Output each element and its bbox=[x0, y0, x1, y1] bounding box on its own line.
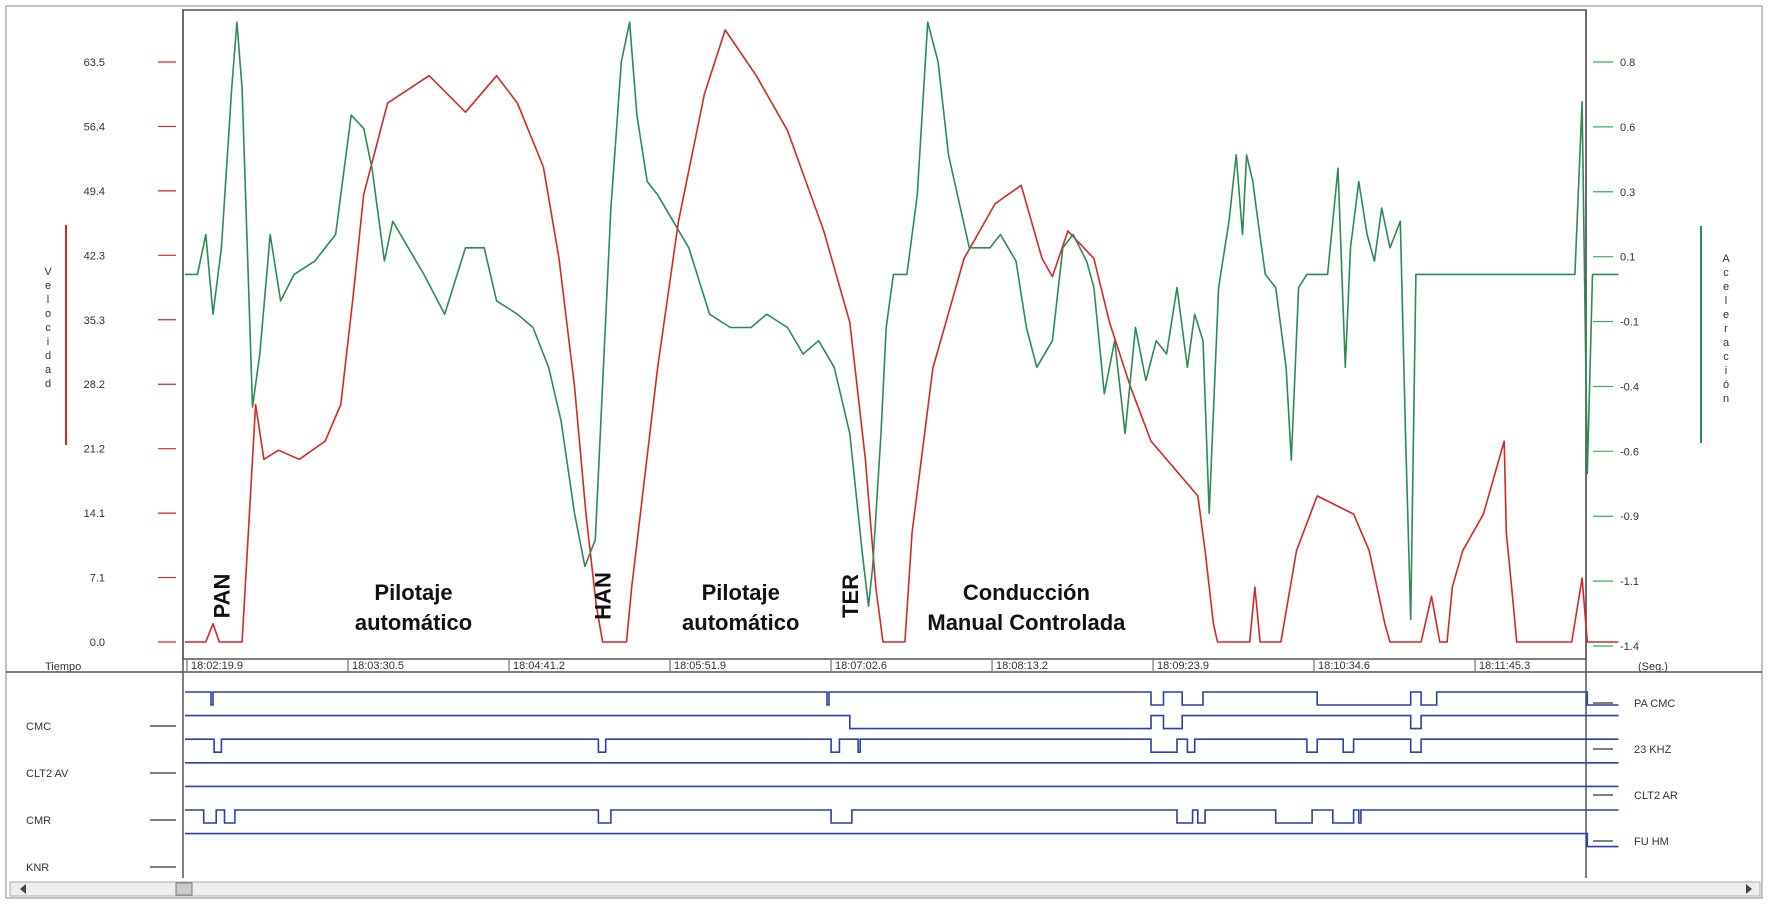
left-tick-label: 35.3 bbox=[84, 315, 105, 327]
phase-label: Conducción bbox=[963, 580, 1090, 605]
time-tick-label: 18:03:30.5 bbox=[352, 660, 404, 672]
phase-label: Pilotaje bbox=[702, 580, 780, 605]
phase-marker: TER bbox=[838, 574, 863, 618]
annotations: PAN Pilotaje automático HAN Pilotaje automáti… bbox=[209, 572, 1126, 635]
phase-marker: HAN bbox=[591, 572, 616, 620]
left-tick-label: 56.4 bbox=[84, 121, 105, 133]
signal-left-label: KNR bbox=[26, 862, 49, 874]
time-tick-label: 18:07:02.6 bbox=[835, 660, 887, 672]
signal-trace bbox=[185, 691, 1619, 706]
time-tick-label: 18:11:45.3 bbox=[1479, 660, 1530, 672]
left-tick-label: 28.2 bbox=[84, 379, 105, 391]
left-axis-letter: d bbox=[45, 378, 51, 390]
right-axis-letter: a bbox=[1723, 337, 1730, 349]
signal-traces bbox=[185, 691, 1619, 848]
left-tick-label: 49.4 bbox=[84, 186, 105, 198]
x-axis-unit: (Seg.) bbox=[1638, 661, 1668, 673]
left-axis-letter: d bbox=[45, 350, 51, 362]
right-axis-letter: ó bbox=[1723, 379, 1729, 391]
time-tick-label: 18:08:13.2 bbox=[996, 660, 1048, 672]
left-tick-label: 42.3 bbox=[84, 250, 105, 262]
signal-left-label: CMC bbox=[26, 721, 51, 733]
signal-trace bbox=[185, 714, 1619, 730]
phase-marker: PAN bbox=[209, 574, 234, 619]
time-tick-label: 18:09:23.9 bbox=[1157, 660, 1209, 672]
right-axis-letter: l bbox=[1725, 295, 1727, 307]
time-tick-label: 18:10:34.6 bbox=[1318, 660, 1370, 672]
left-axis-letter: V bbox=[44, 266, 52, 278]
left-tick-label: 0.0 bbox=[90, 637, 105, 649]
right-tick-label: 0.6 bbox=[1620, 122, 1635, 134]
left-tick-label: 7.1 bbox=[90, 573, 105, 585]
outer-frame bbox=[5, 5, 1763, 899]
left-tick-label: 21.2 bbox=[84, 444, 105, 456]
left-axis-letter: o bbox=[45, 308, 51, 320]
right-tick-label: 0.1 bbox=[1620, 252, 1635, 264]
left-axis-letter: a bbox=[45, 364, 52, 376]
signal-trace bbox=[185, 809, 1619, 824]
right-axis-letter: n bbox=[1723, 393, 1729, 405]
signal-right-label: CLT2 AR bbox=[1634, 790, 1678, 802]
plot-area bbox=[182, 9, 1587, 660]
scroll-thumb[interactable] bbox=[175, 882, 193, 896]
left-axis: 63.5 56.4 49.4 42.3 35.3 28.2 21.2 14.1 7.1 0.0 bbox=[84, 57, 176, 649]
right-axis-letter: e bbox=[1723, 281, 1729, 293]
time-tick-label: 18:02:19.9 bbox=[191, 660, 243, 672]
velocity-line bbox=[185, 29, 1619, 643]
right-axis: 0.8 0.6 0.3 0.1 -0.1 -0.4 -0.6 -0.9 -1.1 -1.4 bbox=[1593, 57, 1639, 653]
left-axis-letter: c bbox=[45, 322, 51, 334]
left-axis-letter: e bbox=[45, 280, 51, 292]
signal-right-label: 23 KHZ bbox=[1634, 744, 1672, 756]
right-tick-label: -1.1 bbox=[1620, 576, 1639, 588]
signal-trace bbox=[185, 738, 1619, 754]
right-tick-label: -0.6 bbox=[1620, 446, 1639, 458]
phase-label: Pilotaje bbox=[374, 580, 452, 605]
time-ticks: 18:02:19.9 18:03:30.5 18:04:41.2 18:05:51.9… bbox=[186, 660, 1530, 672]
right-axis-letter: e bbox=[1723, 309, 1729, 321]
right-axis-letter: A bbox=[1722, 253, 1730, 265]
right-axis-letter: r bbox=[1724, 323, 1728, 335]
signal-left-label: CLT2 AV bbox=[26, 768, 69, 780]
x-axis-label: Tiempo bbox=[45, 661, 81, 673]
acceleration-line bbox=[185, 21, 1619, 621]
right-axis-letter: c bbox=[1723, 351, 1729, 363]
signal-right-label: PA CMC bbox=[1634, 698, 1675, 710]
right-tick-label: -1.4 bbox=[1620, 641, 1639, 653]
right-tick-label: 0.3 bbox=[1620, 187, 1635, 199]
signal-labels: CMC CLT2 AV CMR KNR PA CMC 23 KHZ CLT2 AR FU HM bbox=[26, 698, 1678, 874]
right-tick-label: -0.1 bbox=[1620, 317, 1639, 329]
left-tick-label: 14.1 bbox=[84, 508, 105, 520]
phase-label: Manual Controlada bbox=[927, 610, 1126, 635]
scroll-right-icon[interactable] bbox=[1746, 884, 1752, 894]
signal-trace bbox=[185, 832, 1619, 848]
left-axis-letter: l bbox=[47, 294, 49, 306]
scroll-left-icon[interactable] bbox=[20, 884, 26, 894]
right-axis-letter: i bbox=[1725, 365, 1727, 377]
series-group bbox=[185, 21, 1619, 643]
time-tick-label: 18:05:51.9 bbox=[674, 660, 726, 672]
signal-right-label: FU HM bbox=[1634, 836, 1669, 848]
left-tick-label: 63.5 bbox=[84, 57, 105, 69]
left-axis-letter: i bbox=[47, 336, 49, 348]
horizontal-scrollbar[interactable] bbox=[9, 881, 1761, 897]
phase-label: automático bbox=[682, 610, 799, 635]
time-tick-label: 18:04:41.2 bbox=[513, 660, 565, 672]
signal-left-label: CMR bbox=[26, 815, 51, 827]
right-tick-label: -0.9 bbox=[1620, 511, 1639, 523]
right-tick-label: 0.8 bbox=[1620, 57, 1635, 69]
phase-label: automático bbox=[355, 610, 472, 635]
right-axis-letter: c bbox=[1723, 267, 1729, 279]
right-tick-label: -0.4 bbox=[1620, 381, 1639, 393]
